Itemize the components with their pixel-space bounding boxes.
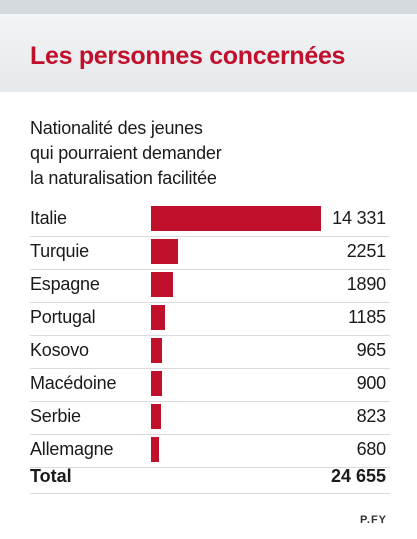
credit: P.FY [359, 514, 387, 526]
category-label: Macédoine [30, 373, 117, 393]
subtitle-line: Nationalité des jeunes [30, 118, 203, 138]
chart-subtitle: Nationalité des jeunes qui pourraient de… [30, 116, 222, 191]
bar [151, 239, 178, 264]
bar [151, 371, 162, 396]
value-label: 14 331 [332, 208, 386, 228]
category-label: Italie [30, 208, 67, 228]
bar [151, 305, 165, 330]
table-row: Portugal 1185 [30, 303, 390, 336]
table-row: Serbie 823 [30, 402, 390, 435]
bar [151, 338, 162, 363]
total-value: 24 655 [330, 466, 386, 486]
category-label: Portugal [30, 307, 96, 327]
category-label: Allemagne [30, 439, 114, 459]
table-row: Italie 14 331 [30, 204, 390, 237]
total-row: Total 24 655 [30, 466, 390, 494]
value-label: 1185 [348, 307, 386, 327]
value-label: 900 [356, 373, 387, 393]
table-row: Allemagne 680 [30, 435, 390, 468]
category-label: Kosovo [30, 340, 89, 360]
subtitle-line: qui pourraient demander [30, 143, 222, 163]
chart-title: Les personnes concernées [30, 42, 346, 70]
value-label: 2251 [346, 241, 386, 261]
total-label: Total [30, 466, 72, 486]
top-strip [0, 0, 417, 14]
value-label: 823 [356, 406, 387, 426]
category-label: Serbie [30, 406, 81, 426]
header-band: Les personnes concernées [0, 14, 417, 92]
bar [151, 206, 321, 231]
category-label: Turquie [30, 241, 89, 261]
table-row: Kosovo 965 [30, 336, 390, 369]
category-label: Espagne [30, 274, 100, 294]
value-label: 1890 [346, 274, 386, 294]
table-row: Macédoine 900 [30, 369, 390, 402]
bar [151, 272, 173, 297]
bar [151, 404, 161, 429]
table-row: Espagne 1890 [30, 270, 390, 303]
table-row: Turquie 2251 [30, 237, 390, 270]
subtitle-line: la naturalisation facilitée [30, 168, 217, 188]
bar [151, 437, 159, 462]
value-label: 965 [356, 340, 387, 360]
value-label: 680 [356, 439, 387, 459]
